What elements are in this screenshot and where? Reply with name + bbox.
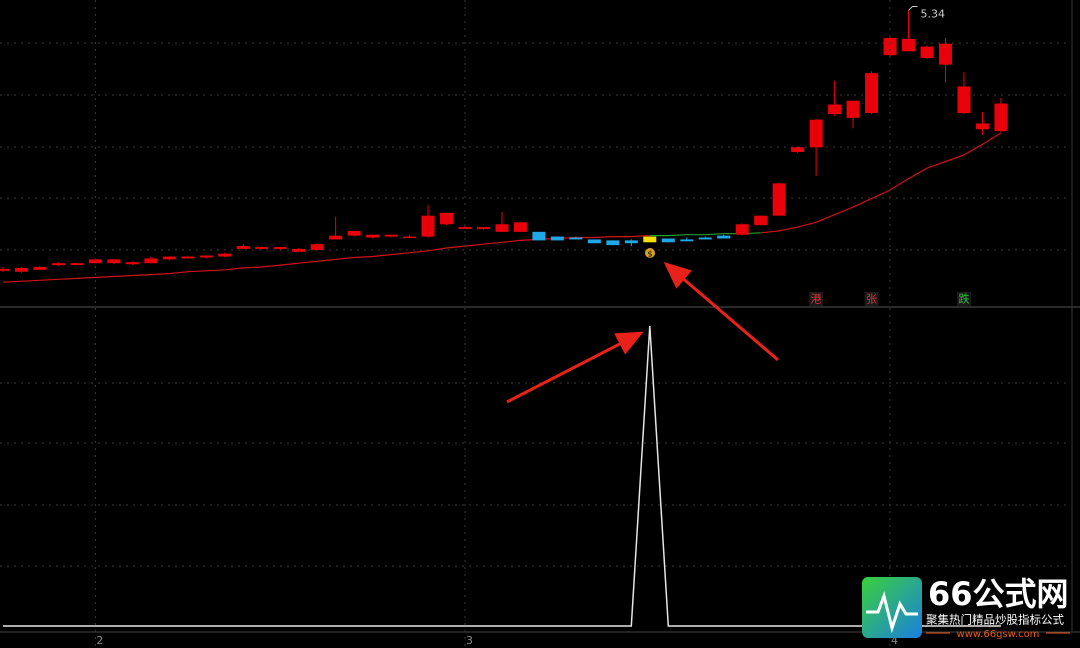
candle-body [587, 239, 601, 244]
plot-area: 5.34 港 张 跌 2 3 4 [0, 0, 1008, 647]
candle-body [125, 262, 139, 265]
candle-body [717, 235, 731, 239]
candle-body [144, 258, 158, 264]
svg-text:$: $ [647, 250, 652, 259]
annotation-box [956, 292, 971, 306]
candle-body [162, 256, 176, 260]
arrow [663, 262, 779, 362]
peak-label: 5.34 [921, 7, 946, 20]
candle-body [70, 263, 84, 266]
candle-body [698, 237, 712, 240]
candle-body [347, 230, 361, 236]
candle-body [643, 236, 657, 243]
annotation-box [864, 292, 879, 306]
candle-body [476, 227, 490, 229]
candle-body [51, 263, 65, 266]
watermark-title: 66公式网 [928, 575, 1069, 613]
candle-body [772, 183, 786, 216]
candle-body [14, 267, 28, 272]
candle-body [107, 259, 121, 264]
candle-body [292, 248, 306, 252]
candle-body [624, 240, 638, 244]
candle-body [938, 43, 952, 65]
candle-body [329, 235, 343, 240]
candle-body [865, 73, 879, 114]
candle-body [606, 240, 620, 246]
candle-body [846, 100, 860, 118]
annotation: 港 [811, 293, 822, 306]
x-tick-label: 2 [96, 634, 103, 647]
watermark-url: www.66gsw.com [957, 629, 1040, 640]
moving-average [2, 235, 650, 283]
watermark-slogan: 聚集热门精品炒股指标公式 [926, 613, 1064, 627]
candle-body [791, 147, 805, 153]
candle-body [421, 215, 435, 237]
candle-body [384, 234, 398, 237]
candle-body [458, 227, 472, 229]
candle-body [828, 104, 842, 115]
candle-body [994, 103, 1008, 132]
candle-body [273, 247, 287, 249]
candle-body [255, 247, 269, 249]
arrow [506, 331, 644, 404]
logo-pulse [866, 590, 918, 634]
logo [862, 577, 922, 638]
candle-body [975, 123, 989, 130]
moving-average [760, 132, 1002, 234]
watermark: 66公式网 聚集热门精品炒股指标公式 www.66gsw.com [862, 575, 1070, 640]
annotation-box [809, 292, 824, 306]
candle-body [513, 222, 527, 232]
candle-body [569, 237, 583, 240]
candle-body [661, 238, 675, 243]
candle-body [0, 268, 10, 271]
candle-body [532, 231, 546, 241]
candle-body [440, 212, 454, 225]
candle-body [495, 224, 509, 232]
candle-body [957, 86, 971, 114]
candle-body [735, 224, 749, 235]
candle-body [181, 256, 195, 259]
candle-body [809, 119, 823, 148]
candle-body [680, 239, 694, 242]
candle-body [88, 259, 102, 264]
x-tick-label: 3 [466, 634, 473, 647]
peak-pointer [908, 5, 918, 11]
candle-body [754, 215, 768, 226]
candle-body [403, 236, 417, 239]
panel-grid [0, 42, 1068, 567]
x-tick-label: 4 [891, 634, 898, 647]
candle-body [218, 253, 232, 257]
indicator-line [3, 325, 1001, 627]
candle-body [883, 38, 897, 56]
annotation: 跌 [958, 292, 969, 306]
candle-body [236, 246, 250, 249]
candle-body [902, 38, 916, 52]
annotation: 张 [866, 293, 877, 306]
candle-body [366, 234, 380, 238]
candle-body [550, 236, 564, 241]
candle-body [199, 255, 213, 258]
candle-body [33, 266, 47, 270]
candle-body [310, 244, 324, 250]
candle-body [920, 46, 934, 58]
signal-icon: $ [645, 248, 655, 259]
